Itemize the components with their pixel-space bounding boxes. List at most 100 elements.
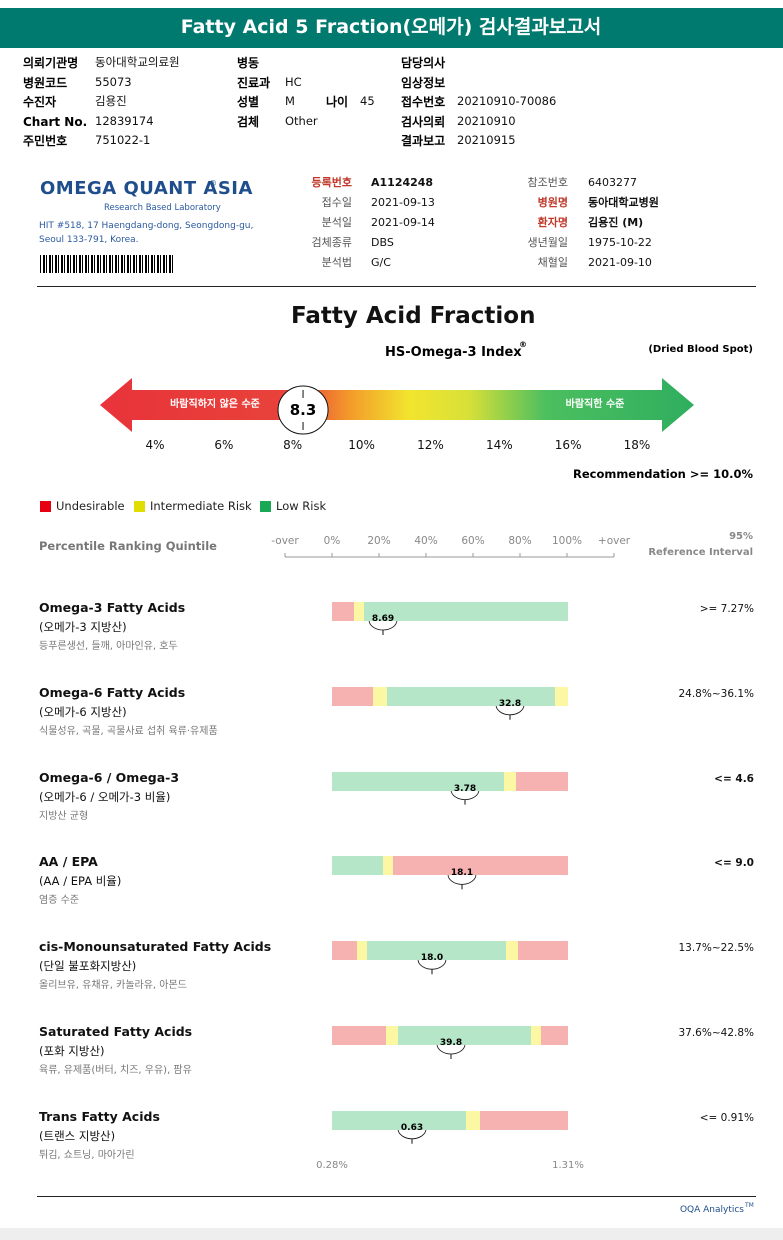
lab-field-value: 2021-09-14	[371, 216, 435, 229]
ref-subtitle: Reference Interval	[648, 547, 753, 558]
scale-label: 0%	[323, 535, 341, 547]
index-tick-label: 10%	[348, 438, 375, 452]
info-value: 김용진	[95, 94, 127, 108]
lab-field-value: 1975-10-22	[588, 236, 652, 249]
row-sub: (단일 불포화지방산)	[39, 959, 137, 974]
bar-segment	[398, 1026, 531, 1045]
row-sub: (트랜스 지방산)	[39, 1128, 116, 1143]
row-foods: 지방산 균형	[39, 810, 89, 822]
bar-segment	[555, 686, 568, 706]
row-reference: >= 7.27%	[699, 603, 754, 615]
bar-segment	[518, 941, 568, 961]
bar-segment	[516, 771, 568, 791]
lab-field-label: 분석일	[321, 216, 352, 229]
info-value: 12839174	[95, 114, 154, 128]
row-sub: (AA / EPA 비율)	[39, 874, 122, 889]
index-value: 8.3	[289, 401, 317, 419]
scale-label: 100%	[551, 535, 583, 547]
row-value: 3.78	[453, 783, 477, 794]
row-reference: 24.8%~36.1%	[678, 687, 754, 700]
info-value: M	[285, 94, 295, 108]
index-tick-label: 16%	[554, 438, 582, 452]
index-tick-label: 4%	[145, 438, 165, 452]
lab-field-value: 김용진 (M)	[588, 216, 644, 229]
lab-address: HIT #518, 17 Haengdang-dong, Seongdong-g…	[39, 221, 254, 231]
row-foods: 염증 수준	[39, 895, 79, 907]
lab-logo: OMEGA QUANT ASIA	[40, 178, 253, 199]
lab-tagline: Research Based Laboratory	[104, 203, 221, 213]
info-value: Other	[285, 114, 318, 128]
legend-swatch	[134, 501, 145, 512]
bar-segment	[506, 941, 518, 961]
legend-swatch	[260, 501, 271, 512]
info-label: 성별	[237, 95, 260, 109]
bar-segment	[480, 1110, 568, 1130]
info-label: 병원코드	[23, 76, 68, 90]
row-name: Saturated Fatty Acids	[39, 1024, 193, 1039]
bar-segment	[393, 856, 568, 876]
info-value: 20210910-70086	[457, 94, 557, 108]
bar-segment	[332, 602, 354, 621]
row-name: cis-Monounsaturated Fatty Acids	[39, 939, 272, 955]
bar-segment	[541, 1026, 568, 1045]
header-title: Fatty Acid 5 Fraction(오메가) 검사결과보고서	[180, 16, 602, 38]
divider	[37, 1196, 756, 1197]
row-sub: (포화 지방산)	[39, 1044, 105, 1058]
bar-segment	[332, 771, 504, 791]
info-value: 751022-1	[95, 133, 151, 147]
info-value: 20210915	[457, 133, 516, 147]
lab-field-label: 등록번호	[311, 176, 352, 189]
percentile-title: Percentile Ranking Quintile	[39, 539, 217, 553]
bar-segment	[332, 941, 357, 961]
row-value: 18.0	[420, 953, 444, 964]
row-foods: 올리브유, 유채유, 카놀라유, 아몬드	[39, 980, 187, 992]
row-reference: <= 0.91%	[699, 1111, 754, 1124]
bar-segment	[383, 856, 393, 876]
footer-mark: TM	[745, 1202, 754, 1209]
bar-segment	[354, 602, 364, 621]
scale-min: 0.28%	[316, 1159, 348, 1171]
row-reference: <= 9.0	[714, 857, 754, 870]
scale-label: 40%	[414, 535, 438, 547]
row-name: Omega-6 / Omega-3	[39, 769, 180, 785]
index-tick-label: 12%	[417, 438, 444, 452]
lab-field-value: 6403277	[588, 176, 637, 189]
row-reference: 37.6%~42.8%	[678, 1027, 754, 1039]
recommendation: Recommendation >= 10.0%	[572, 467, 753, 481]
lab-field-label: 참조번호	[527, 176, 568, 189]
bar-segment	[332, 686, 373, 706]
bar-segment	[367, 941, 506, 961]
row-sub: (오메가-3 지방산)	[39, 620, 127, 634]
header-bar	[0, 8, 783, 48]
row-foods: 등푸른생선, 들깨, 아마인유, 호두	[39, 641, 178, 652]
bottom-band	[0, 1228, 783, 1240]
index-title: Fatty Acid Fraction	[291, 303, 536, 329]
lab-field-value: A1124248	[371, 176, 434, 189]
scale-label: -over	[271, 535, 299, 547]
lab-field-label: 접수일	[321, 196, 352, 209]
footer-brand: OQA Analytics	[679, 1205, 744, 1215]
gradient-arrow	[100, 378, 694, 432]
row-value: 32.8	[498, 698, 522, 709]
row-reference: 13.7%~22.5%	[678, 942, 754, 955]
index-subtitle: HS-Omega-3 Index	[385, 345, 522, 360]
bar-segment	[531, 1026, 541, 1045]
scale-max: 1.31%	[552, 1159, 584, 1171]
lab-field-value: 2021-09-10	[588, 256, 652, 269]
bar-segment	[332, 1026, 386, 1045]
lab-field-label: 병원명	[537, 196, 568, 209]
info-label: 접수번호	[401, 95, 446, 109]
lab-address: Seoul 133-791, Korea.	[39, 235, 139, 245]
lab-field-label: 생년월일	[527, 236, 568, 249]
bar-segment	[386, 1026, 398, 1045]
row-name: AA / EPA	[39, 854, 98, 870]
arrow-label-low: 바람직하지 않은 수준	[170, 399, 260, 410]
arrow-label-high: 바람직한 수준	[565, 399, 625, 410]
bar-segment	[332, 1110, 466, 1130]
index-subtitle-mark: ®	[519, 340, 527, 349]
index-tick-label: 8%	[283, 438, 303, 452]
info-label: 검사의뢰	[401, 115, 446, 129]
info-label: 진료과	[237, 76, 271, 90]
index-marker	[277, 385, 329, 435]
